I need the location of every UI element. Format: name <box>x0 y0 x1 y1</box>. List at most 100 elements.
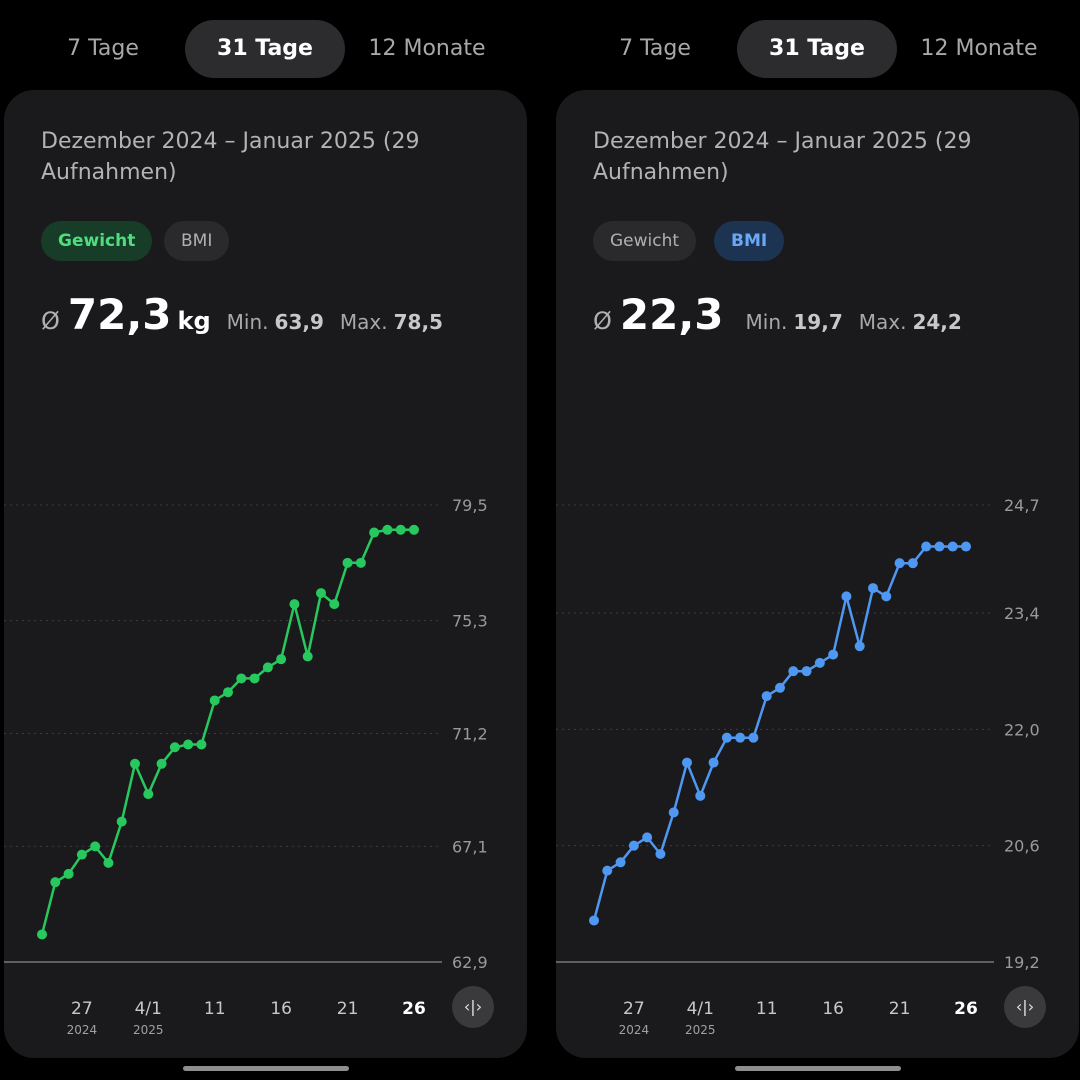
tab-31-days[interactable]: 31 Tage <box>185 20 345 78</box>
chip-weight[interactable]: Gewicht <box>41 221 153 261</box>
data-point <box>934 541 945 552</box>
chart-card: Dezember 2024 – Januar 2025 (29 Aufnahme… <box>4 90 527 1058</box>
x-tick-label: 21 <box>889 999 911 1019</box>
data-point <box>721 732 732 743</box>
series-line <box>40 528 414 935</box>
y-tick-label: 67,1 <box>452 837 488 856</box>
x-tick-label: 16 <box>270 999 292 1019</box>
expand-horizontal-icon[interactable]: ‹|› <box>452 986 494 1028</box>
stats-row: Ø 72,3 kg Min. 63,9 Max. 78,5 <box>41 290 443 350</box>
data-point <box>329 599 340 610</box>
data-point <box>894 558 905 569</box>
y-tick-label: 19,2 <box>1004 953 1040 972</box>
period-tabs: 7 Tage 31 Tage 12 Monate <box>552 20 1080 78</box>
data-point <box>316 588 326 599</box>
x-tick-label: 26 <box>402 999 426 1019</box>
tab-12-months[interactable]: 12 Monate <box>920 36 1038 61</box>
data-point <box>655 848 666 859</box>
weight-line-chart: 79,5 75,3 71,2 67,1 62,9 27 2024 4/1 2025 11 16 21 2… <box>4 496 488 1037</box>
data-point <box>615 857 626 868</box>
period-title: Dezember 2024 – Januar 2025 (29 Aufnahme… <box>41 129 420 185</box>
data-point <box>355 557 366 568</box>
data-point <box>50 877 61 888</box>
unit-label: kg <box>177 307 211 335</box>
bmi-panel: 7 Tage 31 Tage 12 Monate Dezember 2024 –… <box>552 0 1080 1080</box>
data-point <box>169 742 180 753</box>
data-point <box>682 757 692 768</box>
min-value: 63,9 <box>274 310 324 334</box>
y-tick-label: 24,7 <box>1004 496 1040 515</box>
chip-bmi[interactable]: BMI <box>714 221 785 261</box>
x-tick-year-label: 2024 <box>67 1023 98 1037</box>
weight-panel: 7 Tage 31 Tage 12 Monate Dezember 2024 –… <box>0 20 540 1071</box>
data-point <box>947 541 958 552</box>
y-tick-label: 71,2 <box>452 725 488 744</box>
home-indicator <box>183 1066 349 1071</box>
data-point <box>130 758 140 769</box>
tab-31-days[interactable]: 31 Tage <box>737 20 897 78</box>
data-point <box>748 732 759 743</box>
data-point <box>196 739 207 750</box>
data-point <box>369 527 380 538</box>
data-point <box>395 524 406 535</box>
y-tick-label: 22,0 <box>1004 720 1040 739</box>
data-point <box>828 649 839 660</box>
data-point <box>302 651 313 662</box>
y-tick-label: 23,4 <box>1004 604 1040 623</box>
stats-row: Ø 22,3 Min. 19,7 Max. 24,2 <box>593 290 962 350</box>
data-point <box>37 929 47 940</box>
max-value: 78,5 <box>393 310 443 334</box>
x-tick-label: 21 <box>337 999 359 1019</box>
data-point <box>236 673 247 684</box>
data-point <box>775 682 785 693</box>
x-tick-label: 4/1 <box>687 999 714 1019</box>
expand-horizontal-icon[interactable]: ‹|› <box>1004 986 1046 1028</box>
x-tick-label: 27 <box>623 999 645 1019</box>
data-point <box>116 816 127 827</box>
data-point <box>103 857 114 868</box>
data-point <box>63 868 74 879</box>
y-tick-label: 20,6 <box>1004 837 1040 856</box>
data-point <box>735 732 746 743</box>
data-point <box>156 758 167 769</box>
data-point <box>223 687 233 698</box>
chip-weight[interactable]: Gewicht <box>593 221 697 261</box>
x-tick-label: 27 <box>71 999 93 1019</box>
tab-7-days[interactable]: 7 Tage <box>67 36 139 61</box>
data-point <box>90 841 101 852</box>
max-value: 24,2 <box>912 310 962 334</box>
data-point <box>642 832 653 843</box>
data-point <box>209 695 220 706</box>
bmi-line-chart: 24,7 23,4 22,0 20,6 19,2 27 2024 4/1 2025 11 16 21 2… <box>556 496 1040 1037</box>
data-point <box>921 541 932 552</box>
min-label: Min. <box>745 310 788 334</box>
data-point <box>249 673 260 684</box>
tab-12-months[interactable]: 12 Monate <box>368 36 486 61</box>
x-tick-year-label: 2025 <box>133 1023 164 1037</box>
period-title: Dezember 2024 – Januar 2025 (29 Aufnahme… <box>593 129 972 185</box>
chip-bmi[interactable]: BMI <box>164 221 230 261</box>
data-point <box>907 558 918 569</box>
data-point <box>668 807 679 818</box>
average-value: 72,3 <box>67 290 172 339</box>
data-point <box>602 865 613 876</box>
average-symbol: Ø <box>41 307 60 335</box>
data-point <box>868 583 878 594</box>
data-point <box>183 739 194 750</box>
data-point <box>761 691 772 702</box>
x-tick-label: 11 <box>204 999 226 1019</box>
max-label: Max. <box>858 310 907 334</box>
data-point <box>276 654 287 665</box>
min-value: 19,7 <box>793 310 843 334</box>
data-point <box>628 840 639 851</box>
data-point <box>289 599 300 610</box>
period-tabs: 7 Tage 31 Tage 12 Monate <box>0 20 540 78</box>
data-point <box>382 524 393 535</box>
min-label: Min. <box>226 310 269 334</box>
tab-7-days[interactable]: 7 Tage <box>619 36 691 61</box>
average-symbol: Ø <box>593 307 612 335</box>
x-tick-label: 11 <box>756 999 778 1019</box>
x-tick-year-label: 2025 <box>685 1023 716 1037</box>
data-point <box>854 641 865 652</box>
home-indicator <box>735 1066 901 1071</box>
